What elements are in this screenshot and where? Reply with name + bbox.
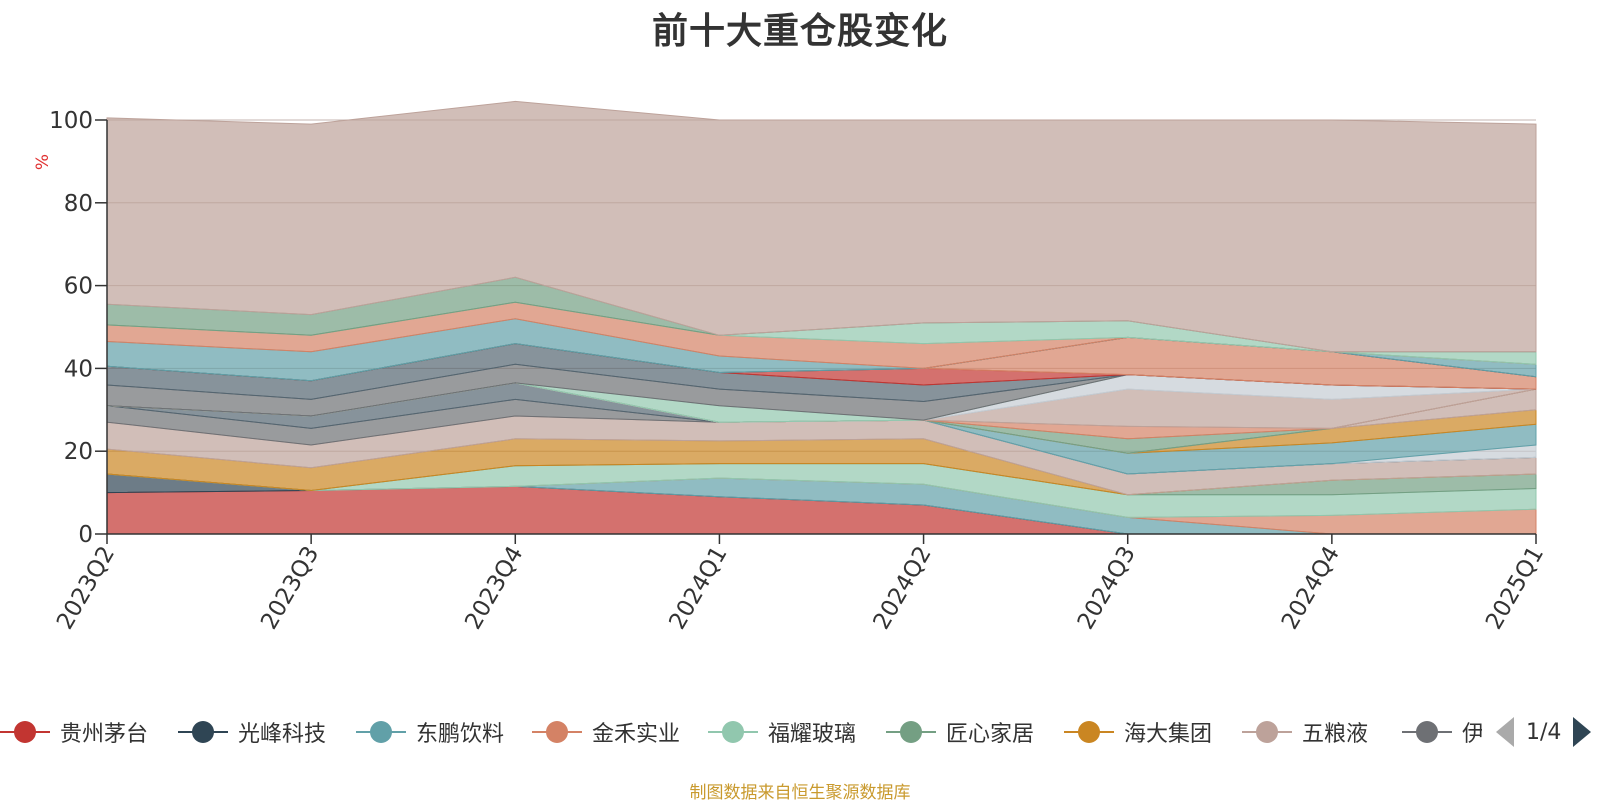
x-tick-label: 2024Q2 — [869, 542, 937, 634]
legend-label: 金禾实业 — [592, 722, 681, 747]
legend-track: 贵州茅台 光峰科技 东鹏饮料 金禾实业 福耀玻璃 匠心家居 海大集团 五粮液 伊利股份 — [0, 712, 1482, 752]
y-tick-label: 80 — [64, 191, 93, 217]
legend-marker-icon — [532, 721, 582, 743]
area-series-28 — [106, 100, 1537, 353]
legend-label: 匠心家居 — [946, 722, 1035, 747]
legend-label: 海大集团 — [1124, 722, 1213, 747]
y-tick-label: 40 — [64, 356, 93, 382]
legend-label: 东鹏饮料 — [416, 722, 505, 747]
legend-item-2[interactable]: 东鹏饮料 — [356, 712, 504, 752]
legend-marker-icon — [1242, 721, 1292, 743]
legend-label: 光峰科技 — [238, 722, 327, 747]
legend-item-8[interactable]: 伊利股份 — [1402, 712, 1482, 752]
legend-item-4[interactable]: 福耀玻璃 — [708, 712, 856, 752]
legend-label: 伊利股份 — [1462, 722, 1482, 747]
legend-pager: 1/4 — [1496, 712, 1592, 752]
legend-item-6[interactable]: 海大集团 — [1064, 712, 1212, 752]
legend-item-0[interactable]: 贵州茅台 — [0, 712, 148, 752]
x-tick-label: 2024Q4 — [1277, 542, 1345, 634]
chart-title: 前十大重仓股变化 — [651, 10, 948, 51]
legend-marker-icon — [1064, 721, 1114, 743]
legend-marker-icon — [356, 721, 406, 743]
legend-item-3[interactable]: 金禾实业 — [532, 712, 680, 752]
legend-label: 贵州茅台 — [60, 722, 149, 747]
legend-marker-icon — [708, 721, 758, 743]
legend-marker-icon — [1402, 721, 1452, 743]
x-tick-label: 2023Q2 — [52, 542, 120, 634]
y-tick-label: 100 — [49, 108, 93, 134]
area-series — [106, 100, 1537, 535]
triangle-left-icon[interactable] — [1496, 717, 1514, 747]
legend-marker-icon — [886, 721, 936, 743]
y-tick-label: 0 — [78, 522, 93, 548]
legend-item-1[interactable]: 光峰科技 — [178, 712, 326, 752]
x-tick-label: 2025Q1 — [1481, 542, 1549, 634]
y-tick-label: 60 — [64, 274, 93, 300]
legend: 贵州茅台 光峰科技 东鹏饮料 金禾实业 福耀玻璃 匠心家居 海大集团 五粮液 伊利股份 1/4 — [0, 712, 1600, 752]
x-tick-label: 2024Q3 — [1073, 542, 1141, 634]
legend-item-7[interactable]: 五粮液 — [1242, 712, 1368, 752]
x-tick-label: 2023Q4 — [460, 542, 528, 634]
legend-marker-icon — [0, 721, 50, 743]
x-tick-label: 2023Q3 — [256, 542, 324, 634]
legend-page-indicator: 1/4 — [1526, 719, 1562, 745]
y-axis-label: % — [33, 154, 53, 170]
legend-label: 五粮液 — [1302, 722, 1369, 747]
legend-marker-icon — [178, 721, 228, 743]
x-tick-label: 2024Q1 — [664, 542, 732, 634]
triangle-right-icon[interactable] — [1573, 717, 1592, 747]
y-tick-label: 20 — [64, 439, 93, 465]
legend-label: 福耀玻璃 — [768, 722, 857, 747]
stacked-area-chart: 0 20 40 60 80 100 2023Q2 2023Q3 2023Q4 2024Q1 2024… — [33, 100, 1549, 634]
data-source-note: 制图数据来自恒生聚源数据库 — [689, 783, 911, 803]
legend-item-5[interactable]: 匠心家居 — [886, 712, 1034, 752]
